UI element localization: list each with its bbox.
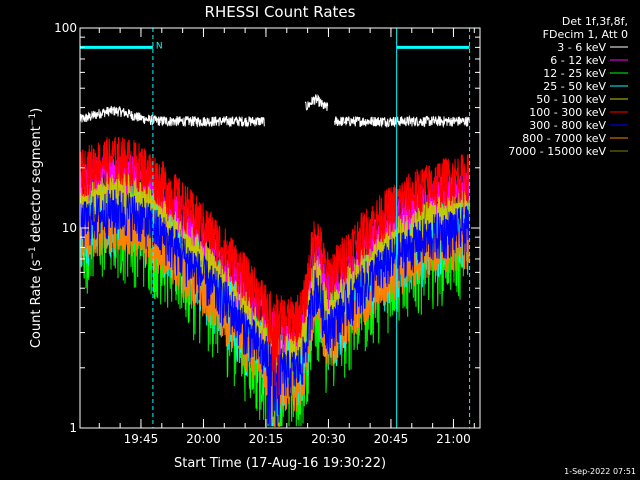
y-tick-label: 10 bbox=[62, 221, 77, 235]
x-tick-label: 19:45 bbox=[124, 432, 159, 446]
legend-entry-label: 25 - 50 keV bbox=[543, 80, 606, 93]
x-tick-label: 20:00 bbox=[186, 432, 221, 446]
footer-date: 1-Sep-2022 07:51 bbox=[564, 467, 636, 476]
y-axis-label: Count Rate (s−1 detector segment−1) bbox=[28, 108, 44, 348]
night-bar-label: N bbox=[156, 41, 163, 51]
legend-entry-label: 6 - 12 keV bbox=[550, 54, 606, 67]
legend-entry-label: 12 - 25 keV bbox=[543, 67, 606, 80]
legend-entry-label: 100 - 300 keV bbox=[529, 106, 606, 119]
x-tick-label: 20:30 bbox=[311, 432, 346, 446]
x-axis-label: Start Time (17-Aug-16 19:30:22) bbox=[174, 456, 386, 471]
legend-entry-label: 800 - 7000 keV bbox=[522, 132, 606, 145]
legend-header-line: FDecim 1, Att 0 bbox=[543, 28, 628, 41]
series-line-5 bbox=[79, 136, 470, 396]
x-tick-label: 21:00 bbox=[436, 432, 471, 446]
chart-title: RHESSI Count Rates bbox=[205, 3, 356, 21]
x-tick-label: 20:15 bbox=[249, 432, 284, 446]
series-line-0 bbox=[79, 93, 470, 129]
legend-entry-label: 50 - 100 keV bbox=[536, 93, 606, 106]
series-line-6 bbox=[79, 189, 470, 427]
legend-entry-label: 7000 - 15000 keV bbox=[508, 145, 606, 158]
y-tick-label: 100 bbox=[54, 21, 77, 35]
y-tick-label: 1 bbox=[69, 421, 77, 435]
axis-layer: 1 10 100 19:45 20:00 20:15 20:30 20:45 21:00 Coun… bbox=[28, 21, 481, 446]
series-layer bbox=[79, 93, 470, 427]
legend-entry-label: 300 - 800 keV bbox=[529, 119, 606, 132]
x-tick-label: 20:45 bbox=[374, 432, 409, 446]
legend-entry-label: 3 - 6 keV bbox=[557, 41, 606, 54]
legend-header-line: Det 1f,3f,8f, bbox=[562, 15, 628, 28]
